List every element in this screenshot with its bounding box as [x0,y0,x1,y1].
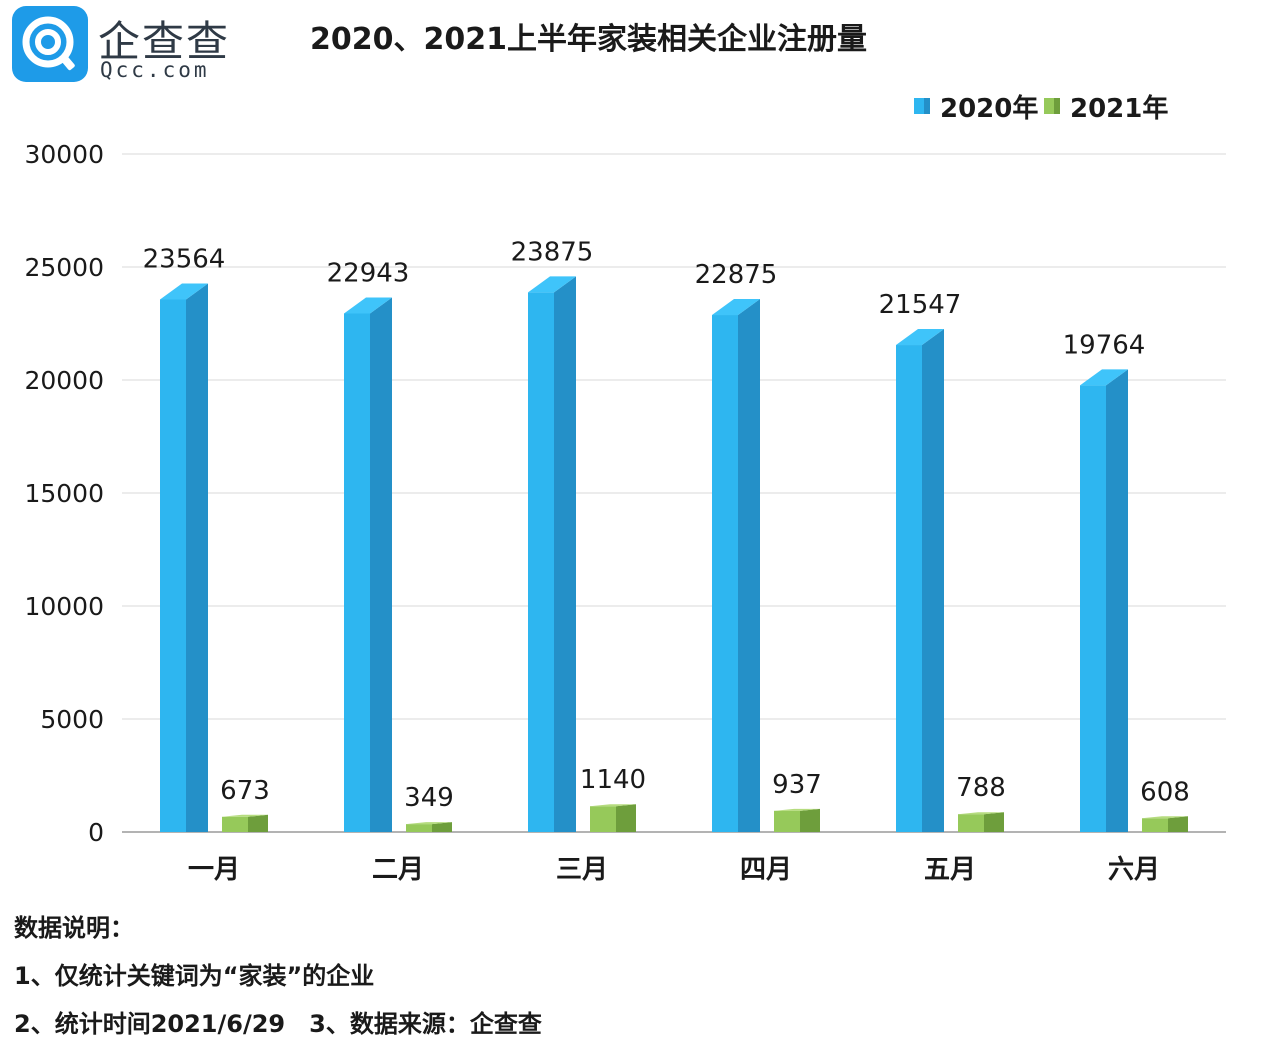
legend-swatch-side [924,98,930,114]
bar-2020-front [712,315,738,832]
bar-2020-top [712,299,760,316]
x-tick-label: 三月 [556,855,608,885]
data-label: 22943 [327,258,410,288]
bar-2021-front [958,814,984,832]
bar-2020-top [344,297,392,314]
data-label: 22875 [695,260,778,290]
data-label: 673 [220,776,270,806]
bar-2020-front [528,292,554,832]
bar-2020-top [528,276,576,293]
bar-2020-side [370,297,392,833]
bar-2020-top [160,283,208,300]
logo-brand-cn: 企查查 [98,17,231,66]
data-label: 21547 [879,290,962,320]
bar-2020-front [896,345,922,832]
bar-2020-side [738,299,760,832]
bar-2021-front [774,810,800,832]
bar-2021-top [406,822,452,825]
bar-2021-side [248,814,268,832]
x-tick-label: 一月 [188,855,240,885]
data-label: 19764 [1063,330,1146,360]
y-tick-label: 10000 [24,592,104,621]
bar-2021-side [984,812,1004,832]
bar-2021-front [406,824,432,832]
y-tick-label: 20000 [24,366,104,395]
y-tick-label: 30000 [24,140,104,169]
data-label: 349 [404,783,454,813]
bar-2020-front [160,299,186,832]
bar-2021-front [222,816,248,832]
bar-2021-side [800,808,820,832]
y-tick-label: 0 [88,818,104,847]
data-label: 1140 [580,765,646,795]
bar-2020-front [344,313,370,833]
bar-2021-top [222,814,268,817]
bar-2020-top [1080,369,1128,386]
logo-brand-en: Qcc.com [100,58,210,82]
notes-line-2: 2、统计时间2021/6/29 3、数据来源：企查查 [14,1010,542,1038]
bar-2021-front [590,806,616,832]
bar-2020-front [1080,385,1106,832]
bar-2021-top [1142,816,1188,819]
y-tick-label: 5000 [40,705,104,734]
bar-2021-side [1168,816,1188,832]
legend-label: 2021年 [1070,93,1168,124]
bar-2020-side [186,283,208,832]
chart-title: 2020、2021上半年家装相关企业注册量 [310,22,867,57]
bar-2020-side [922,329,944,832]
y-tick-label: 25000 [24,253,104,282]
bar-chart: 0 5000 10000 15000 20000 25000 30000 23564 673 一月… [24,93,1226,885]
data-label: 23875 [511,237,594,267]
bar-2020-side [554,276,576,832]
notes-heading: 数据说明： [14,914,134,942]
legend-swatch-side [1054,98,1060,114]
bar-2021-front [1142,818,1168,832]
x-tick-label: 五月 [924,855,976,885]
bar-2021-side [616,804,636,832]
bar-2020-top [896,329,944,346]
qcc-logo-icon [12,6,88,82]
bar-2021-side [432,822,452,832]
y-tick-label: 15000 [24,479,104,508]
data-label: 608 [1140,777,1190,807]
legend-label: 2020年 [940,93,1038,124]
data-label: 23564 [143,244,226,274]
x-tick-label: 六月 [1108,855,1160,885]
notes-line-1: 1、仅统计关键词为“家装”的企业 [14,962,375,990]
data-label: 788 [956,773,1006,803]
data-label: 937 [772,770,822,800]
logo: 企查查 Qcc.com [12,6,242,86]
x-tick-label: 四月 [740,855,792,885]
data-notes: 数据说明： 1、仅统计关键词为“家装”的企业 2、统计时间2021/6/29 3… [14,904,542,1048]
x-tick-label: 二月 [372,855,424,885]
bar-2020-side [1106,369,1128,832]
bar-2021-top [958,812,1004,815]
bar-2021-top [774,808,820,811]
bar-2021-top [590,804,636,807]
